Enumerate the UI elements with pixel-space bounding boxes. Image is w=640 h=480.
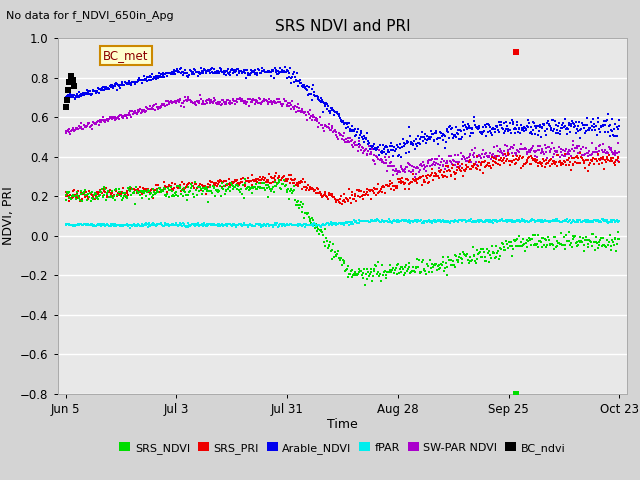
SRS_NDVI — [494, 248, 502, 253]
Line: fPAR: fPAR — [65, 218, 620, 228]
SRS_NDVI — [197, 186, 205, 192]
Text: No data for f_NDVI_650in_Apg: No data for f_NDVI_650in_Apg — [6, 10, 174, 21]
SRS_NDVI — [427, 265, 435, 271]
BC_ndvi — [68, 77, 76, 83]
SRS_PRI — [563, 162, 570, 168]
Arable_NDVI — [281, 64, 289, 70]
Line: BC_ndvi: BC_ndvi — [62, 72, 77, 111]
SW-PAR NDVI — [427, 157, 435, 163]
fPAR — [616, 218, 623, 224]
Line: SW-PAR NDVI: SW-PAR NDVI — [65, 95, 620, 178]
SW-PAR NDVI — [196, 93, 204, 98]
SRS_PRI — [426, 173, 434, 179]
fPAR — [126, 225, 134, 230]
BC_ndvi — [64, 87, 72, 93]
fPAR — [494, 217, 502, 223]
SRS_NDVI — [241, 176, 248, 181]
SW-PAR NDVI — [616, 149, 623, 155]
SRS_NDVI — [61, 198, 69, 204]
Line: Arable_NDVI: Arable_NDVI — [65, 66, 620, 158]
SRS_NDVI — [218, 180, 225, 186]
fPAR — [385, 216, 392, 222]
SRS_PRI — [197, 187, 205, 193]
BC_ndvi — [61, 105, 69, 110]
Arable_NDVI — [540, 121, 548, 127]
Title: SRS NDVI and PRI: SRS NDVI and PRI — [275, 20, 410, 35]
SRS_NDVI — [237, 187, 244, 192]
fPAR — [563, 218, 570, 224]
SRS_PRI — [616, 159, 623, 165]
SRS_NDVI — [616, 236, 623, 241]
SRS_PRI — [237, 176, 244, 182]
SW-PAR NDVI — [237, 97, 245, 103]
BC_ndvi — [67, 73, 75, 79]
Y-axis label: NDVI, PRI: NDVI, PRI — [1, 187, 15, 245]
Arable_NDVI — [384, 147, 392, 153]
fPAR — [218, 221, 226, 227]
Arable_NDVI — [416, 136, 424, 142]
SRS_NDVI — [563, 232, 570, 238]
SW-PAR NDVI — [198, 101, 205, 107]
SW-PAR NDVI — [494, 148, 502, 154]
SRS_PRI — [218, 184, 225, 190]
SRS_PRI — [61, 189, 69, 195]
Arable_NDVI — [399, 136, 407, 142]
Arable_NDVI — [95, 90, 103, 96]
fPAR — [237, 222, 245, 228]
SW-PAR NDVI — [563, 146, 570, 152]
SRS_PRI — [493, 153, 501, 158]
Text: BC_met: BC_met — [103, 49, 148, 62]
Line: SRS_PRI: SRS_PRI — [65, 152, 620, 205]
SW-PAR NDVI — [218, 97, 226, 103]
Legend: SRS_NDVI, SRS_PRI, Arable_NDVI, fPAR, SW-PAR NDVI, BC_ndvi: SRS_NDVI, SRS_PRI, Arable_NDVI, fPAR, SW… — [117, 440, 568, 456]
fPAR — [198, 222, 205, 228]
SW-PAR NDVI — [61, 130, 69, 135]
BC_ndvi — [63, 96, 70, 102]
Arable_NDVI — [61, 94, 69, 100]
BC_ndvi — [70, 83, 78, 89]
fPAR — [61, 221, 69, 227]
SRS_PRI — [504, 150, 512, 156]
Arable_NDVI — [616, 123, 623, 129]
Line: SRS_NDVI: SRS_NDVI — [65, 178, 620, 286]
SRS_PRI — [338, 201, 346, 207]
BC_ndvi — [66, 79, 74, 84]
SRS_NDVI — [361, 282, 369, 288]
fPAR — [427, 218, 435, 224]
SW-PAR NDVI — [411, 174, 419, 180]
Arable_NDVI — [483, 121, 491, 127]
Arable_NDVI — [397, 155, 405, 160]
X-axis label: Time: Time — [327, 419, 358, 432]
